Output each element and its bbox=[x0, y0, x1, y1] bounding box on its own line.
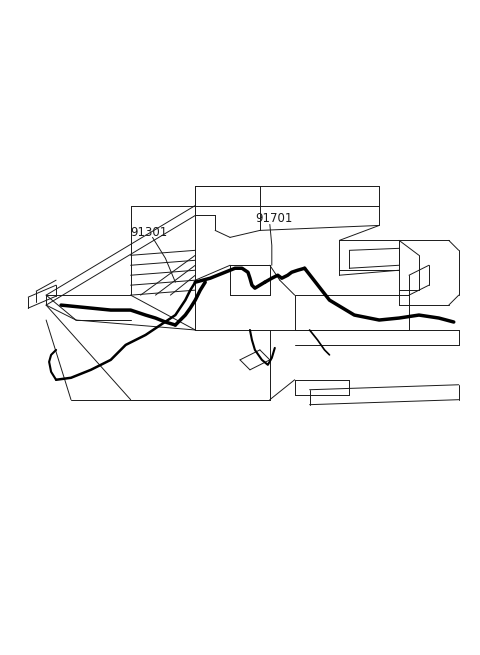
Text: 91301: 91301 bbox=[131, 226, 168, 239]
Text: 91701: 91701 bbox=[255, 212, 292, 225]
